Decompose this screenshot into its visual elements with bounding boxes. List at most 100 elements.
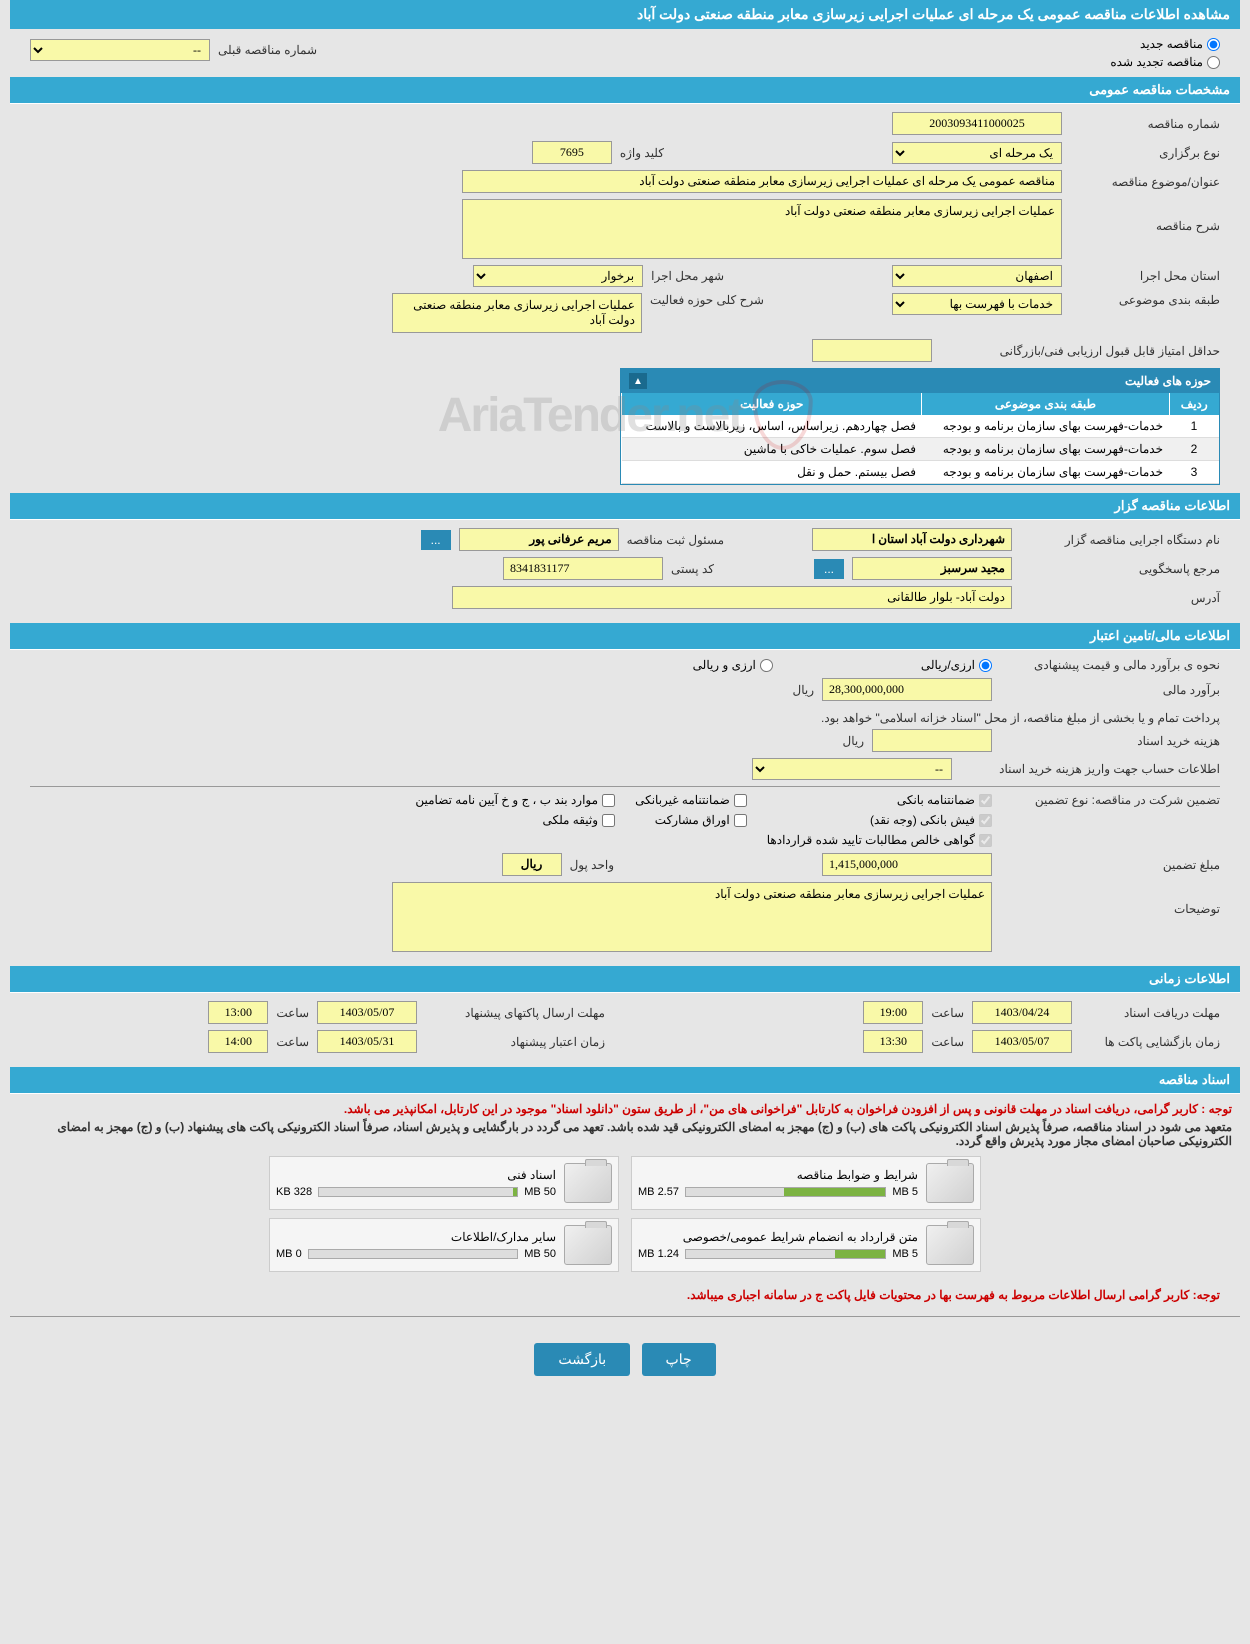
pkt-deadline-date[interactable] <box>317 1001 417 1024</box>
doc-cost-label: هزینه خرید اسناد <box>1000 734 1220 748</box>
file-size: 0 MB <box>276 1248 302 1260</box>
doc-cost-input[interactable] <box>872 729 992 752</box>
province-select[interactable]: اصفهان <box>892 265 1062 287</box>
min-score-label: حداقل امتیاز قابل قبول ارزیابی فنی/بازرگ… <box>940 344 1220 358</box>
tender-mode-row: مناقصه جدید مناقصه تجدید شده شماره مناقص… <box>10 29 1240 77</box>
unit-input[interactable] <box>502 853 562 876</box>
open-label: زمان بازگشایی پاکت ها <box>1080 1035 1220 1049</box>
postal-input[interactable] <box>503 557 663 580</box>
chk-bank-receipt[interactable]: فیش بانکی (وجه نقد) <box>767 813 992 827</box>
section-docs-header: اسناد مناقصه <box>10 1067 1240 1094</box>
chk-contract-claims[interactable]: گواهی خالص مطالبات تایید شده قراردادها <box>767 833 992 847</box>
min-score-input[interactable] <box>812 339 932 362</box>
scope-desc-label: شرح کلی حوزه فعالیت <box>650 293 764 307</box>
radio-new-input[interactable] <box>1207 38 1220 51</box>
doc-deadline-label: مهلت دریافت اسناد <box>1080 1006 1220 1020</box>
account-label: اطلاعات حساب جهت واریز هزینه خرید اسناد <box>960 762 1220 776</box>
contact-more-button[interactable]: ... <box>814 559 844 579</box>
radio-renewed-tender[interactable]: مناقصه تجدید شده <box>1110 55 1220 69</box>
col-scope: حوزه فعالیت <box>622 393 922 415</box>
activity-grid: حوزه های فعالیت ▲ ردیف طبقه بندی موضوعی … <box>620 368 1220 485</box>
postal-label: کد پستی <box>671 562 714 576</box>
radio-renewed-input[interactable] <box>1207 56 1220 69</box>
col-row: ردیف <box>1169 393 1219 415</box>
keyword-input[interactable] <box>532 141 612 164</box>
activity-table: ردیف طبقه بندی موضوعی حوزه فعالیت 1خدمات… <box>621 393 1219 484</box>
chk-property[interactable]: وثیقه ملکی <box>415 813 615 827</box>
address-label: آدرس <box>1020 591 1220 605</box>
radio-rial[interactable]: ارزی/ریالی <box>921 658 992 672</box>
title-input[interactable] <box>462 170 1062 193</box>
hour-label-4: ساعت <box>276 1035 309 1049</box>
chk-bonds[interactable]: اوراق مشارکت <box>635 813 747 827</box>
desc-textarea[interactable] <box>462 199 1062 259</box>
table-row: 1خدمات-فهرست بهای سازمان برنامه و بودجهف… <box>622 415 1220 438</box>
valid-label: زمان اعتبار پیشنهاد <box>425 1035 605 1049</box>
est-method-label: نحوه ی برآورد مالی و قیمت پیشنهادی <box>1000 658 1220 672</box>
grid-collapse-icon[interactable]: ▲ <box>629 373 647 389</box>
estimate-unit: ریال <box>792 683 814 697</box>
account-select[interactable]: -- <box>752 758 952 780</box>
scope-desc-textarea[interactable] <box>392 293 642 333</box>
file-item-tech[interactable]: اسناد فنی 50 MB 328 KB <box>269 1156 619 1210</box>
guarantee-type-label: تضمین شرکت در مناقصه: نوع تضمین <box>1000 793 1220 807</box>
remarks-label: توضیحات <box>1000 882 1220 916</box>
prev-tender-select[interactable]: -- <box>30 39 210 61</box>
print-button[interactable]: چاپ <box>642 1343 716 1376</box>
city-label: شهر محل اجرا <box>651 269 724 283</box>
docs-note2: متعهد می شود در اسناد مناقصه، صرفاً پذیر… <box>18 1120 1232 1148</box>
address-input[interactable] <box>452 586 1012 609</box>
guarantee-amount-input[interactable] <box>822 853 992 876</box>
page-title: مشاهده اطلاعات مناقصه عمومی یک مرحله ای … <box>10 0 1240 29</box>
valid-time[interactable] <box>208 1030 268 1053</box>
chk-bank-guarantee[interactable]: ضمانتنامه بانکی <box>767 793 992 807</box>
file-item-terms[interactable]: شرایط و ضوابط مناقصه 5 MB 2.57 MB <box>631 1156 981 1210</box>
hour-label-3: ساعت <box>276 1006 309 1020</box>
tender-no-input[interactable] <box>892 112 1062 135</box>
folder-icon <box>926 1163 974 1203</box>
open-date[interactable] <box>972 1030 1072 1053</box>
pkt-deadline-time[interactable] <box>208 1001 268 1024</box>
folder-icon <box>564 1225 612 1265</box>
valid-date[interactable] <box>317 1030 417 1053</box>
file-title: سایر مدارک/اطلاعات <box>276 1230 556 1244</box>
open-time[interactable] <box>863 1030 923 1053</box>
type-label: نوع برگزاری <box>1070 146 1220 160</box>
file-item-contract[interactable]: متن قرارداد به انضمام شرایط عمومی/خصوصی … <box>631 1218 981 1272</box>
file-title: متن قرارداد به انضمام شرایط عمومی/خصوصی <box>638 1230 918 1244</box>
province-label: استان محل اجرا <box>1070 269 1220 283</box>
org-input[interactable] <box>812 528 1012 551</box>
section-financial-header: اطلاعات مالی/تامین اعتبار <box>10 623 1240 650</box>
guarantee-amount-label: مبلغ تضمین <box>1000 858 1220 872</box>
doc-deadline-date[interactable] <box>972 1001 1072 1024</box>
radio-new-tender[interactable]: مناقصه جدید <box>1110 37 1220 51</box>
progress-bar <box>318 1187 518 1197</box>
chk-regulation[interactable]: موارد بند ب ، ج و خ آیین نامه تضامین <box>415 793 615 807</box>
file-title: اسناد فنی <box>276 1168 556 1182</box>
category-select[interactable]: خدمات با فهرست بها <box>892 293 1062 315</box>
contact-input[interactable] <box>852 557 1012 580</box>
back-button[interactable]: بازگشت <box>534 1343 630 1376</box>
docs-bottom-note: توجه: کاربر گرامی ارسال اطلاعات مربوط به… <box>10 1280 1240 1310</box>
hour-label-2: ساعت <box>931 1035 964 1049</box>
section-general-body: شماره مناقصه نوع برگزاری یک مرحله ای کلی… <box>10 104 1240 493</box>
file-item-other[interactable]: سایر مدارک/اطلاعات 50 MB 0 MB <box>269 1218 619 1272</box>
hour-label-1: ساعت <box>931 1006 964 1020</box>
folder-icon <box>564 1163 612 1203</box>
estimate-input[interactable] <box>822 678 992 701</box>
doc-deadline-time[interactable] <box>863 1001 923 1024</box>
reg-more-button[interactable]: ... <box>421 530 451 550</box>
file-title: شرایط و ضوابط مناقصه <box>638 1168 918 1182</box>
city-select[interactable]: برخوار <box>473 265 643 287</box>
reg-label: مسئول ثبت مناقصه <box>627 533 724 547</box>
type-select[interactable]: یک مرحله ای <box>892 142 1062 164</box>
pay-note: پرداخت تمام و یا بخشی از مبلغ مناقصه، از… <box>30 707 1220 729</box>
remarks-textarea[interactable] <box>392 882 992 952</box>
file-size: 328 KB <box>276 1186 312 1198</box>
table-row: 2خدمات-فهرست بهای سازمان برنامه و بودجهف… <box>622 438 1220 461</box>
radio-both[interactable]: ارزی و ریالی <box>693 658 773 672</box>
contact-label: مرجع پاسخگویی <box>1020 562 1220 576</box>
reg-input[interactable] <box>459 528 619 551</box>
org-label: نام دستگاه اجرایی مناقصه گزار <box>1020 533 1220 547</box>
chk-nonbank[interactable]: ضمانتنامه غیربانکی <box>635 793 747 807</box>
